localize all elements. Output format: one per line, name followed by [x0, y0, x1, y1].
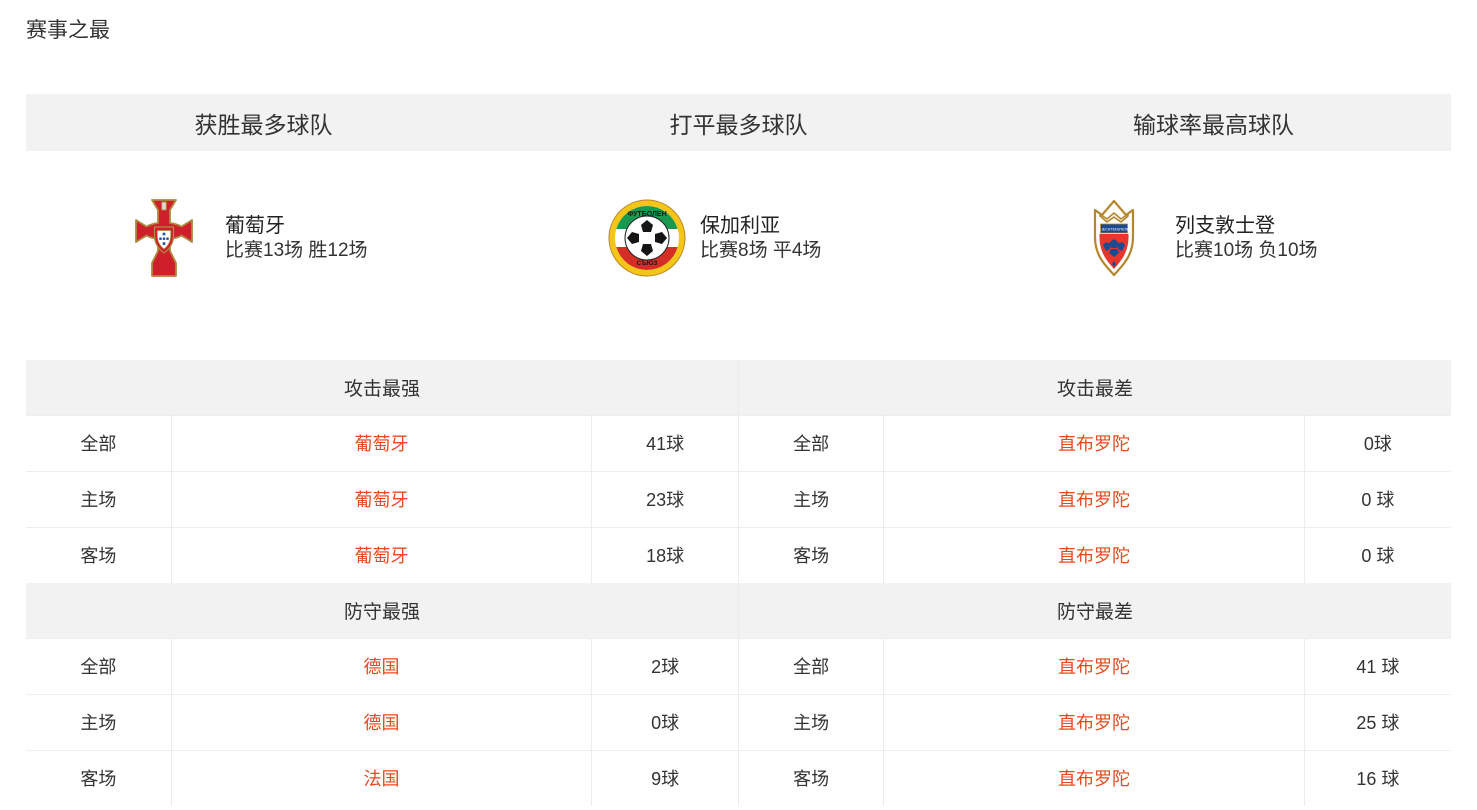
svg-text:СЪЮЗ: СЪЮЗ	[636, 260, 657, 267]
svg-text:LIECHTENSTEIN: LIECHTENSTEIN	[1100, 227, 1129, 231]
